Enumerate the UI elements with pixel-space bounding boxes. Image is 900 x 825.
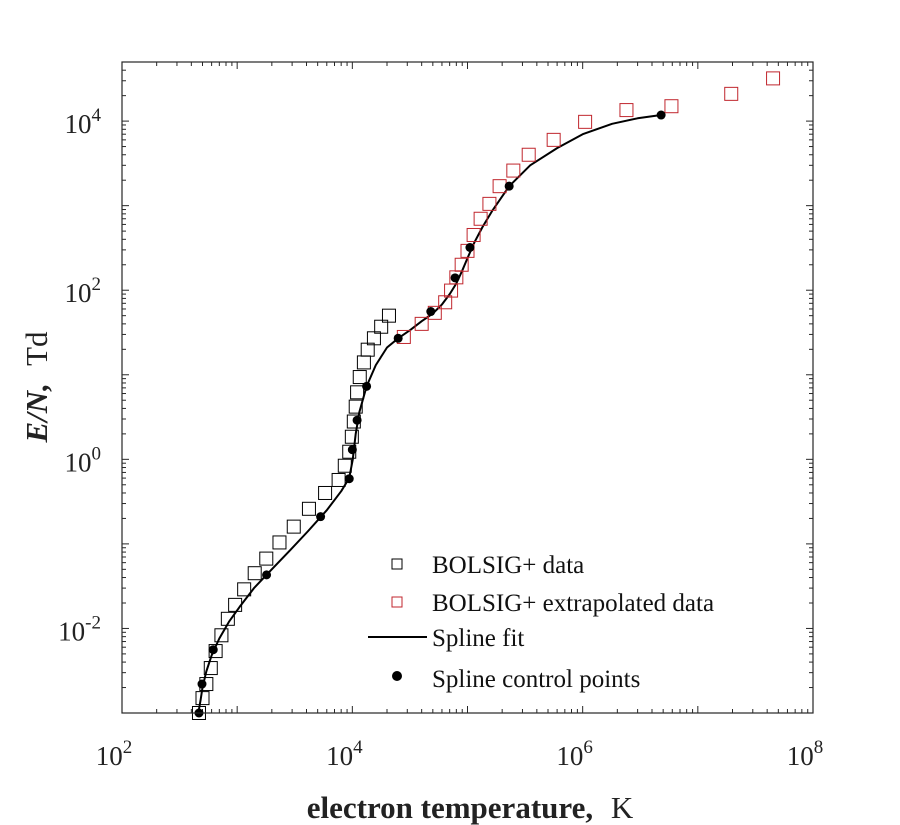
y-tick-label: 104 xyxy=(65,105,102,139)
bolsig-data-point xyxy=(237,582,252,597)
y-tick-label: 10-2 xyxy=(58,612,101,646)
control-point xyxy=(656,110,666,120)
y-axis-title: E/N, Td xyxy=(19,331,54,444)
x-tick-label: 102 xyxy=(96,737,133,771)
legend-label-bolsig-data: BOLSIG+ data xyxy=(432,552,584,579)
legend-label-control-points: Spline control points xyxy=(432,666,640,693)
bolsig-extrapolated-point xyxy=(466,227,481,242)
y-tick-label: 100 xyxy=(65,443,102,477)
plot-frame xyxy=(121,61,814,714)
x-tick-label: 104 xyxy=(326,737,363,771)
bolsig-data-point xyxy=(366,331,381,346)
plot-area xyxy=(122,62,813,713)
bolsig-extrapolated-point xyxy=(578,114,593,129)
bolsig-data-point xyxy=(228,597,243,612)
bolsig-extrapolated-point xyxy=(664,99,679,114)
bolsig-data-point xyxy=(272,535,287,550)
control-point xyxy=(393,333,403,343)
y-axis-title-bold: E/N, xyxy=(19,383,54,443)
bolsig-data-point xyxy=(350,385,365,400)
control-point xyxy=(208,645,218,655)
y-tick-label: 102 xyxy=(65,274,102,308)
bolsig-extrapolated-point xyxy=(454,257,469,272)
control-point xyxy=(352,415,362,425)
bolsig-extrapolated-point xyxy=(473,211,488,226)
control-point xyxy=(426,307,436,317)
control-point xyxy=(450,273,460,283)
control-point xyxy=(197,679,207,689)
x-tick-labels: 102 104 106 108 xyxy=(96,737,824,771)
control-point xyxy=(347,445,357,455)
bolsig-extrapolated-point xyxy=(619,103,634,118)
series-control-points xyxy=(194,110,666,718)
bolsig-data-point xyxy=(344,429,359,444)
bolsig-extrapolated-point xyxy=(521,147,536,162)
bolsig-data-point xyxy=(381,308,396,323)
bolsig-data-point xyxy=(214,628,229,643)
legend-marker-bolsig-extrapolated xyxy=(391,596,403,608)
bolsig-data-point xyxy=(195,691,210,706)
legend-label-spline-fit: Spline fit xyxy=(432,625,524,652)
bolsig-data-point xyxy=(374,319,389,334)
bolsig-data-point xyxy=(318,485,333,500)
x-axis-title: electron temperature, K xyxy=(307,790,634,825)
bolsig-extrapolated-point xyxy=(766,71,781,86)
bolsig-extrapolated-point xyxy=(438,295,453,310)
bolsig-data-point xyxy=(247,566,262,581)
bolsig-data-point xyxy=(203,661,218,676)
x-axis-title-unit: K xyxy=(611,790,634,825)
x-axis-title-bold: electron temperature, xyxy=(307,790,593,825)
legend-label-bolsig-extrapolated: BOLSIG+ extrapolated data xyxy=(432,590,714,617)
control-point xyxy=(504,181,514,191)
bolsig-data-point xyxy=(259,551,274,566)
legend-marker-control-points xyxy=(392,671,402,681)
bolsig-extrapolated-point xyxy=(482,196,497,211)
legend: BOLSIG+ data BOLSIG+ extrapolated data S… xyxy=(368,552,714,693)
x-tick-label: 108 xyxy=(787,737,824,771)
y-axis-title-unit: Td xyxy=(19,331,54,366)
bolsig-data-point xyxy=(352,370,367,385)
bolsig-data-point xyxy=(301,501,316,516)
tick-marks xyxy=(121,61,814,714)
bolsig-data-point xyxy=(220,611,235,626)
x-tick-label: 106 xyxy=(556,737,593,771)
legend-marker-bolsig-data xyxy=(391,558,403,570)
bolsig-data-point xyxy=(286,519,301,534)
control-point xyxy=(362,381,372,391)
control-point xyxy=(344,474,354,484)
control-point xyxy=(316,512,326,522)
control-point xyxy=(262,570,272,580)
bolsig-extrapolated-point xyxy=(546,132,561,147)
bolsig-extrapolated-point xyxy=(414,316,429,331)
bolsig-data-point xyxy=(337,458,352,473)
control-point xyxy=(465,243,475,253)
y-tick-labels: 10-2 100 102 104 xyxy=(58,105,101,646)
bolsig-data-point xyxy=(348,399,363,414)
series-layer xyxy=(191,71,781,720)
bolsig-extrapolated-point xyxy=(724,86,739,101)
series-bolsig-data xyxy=(191,308,396,720)
bolsig-extrapolated-point xyxy=(506,163,521,178)
